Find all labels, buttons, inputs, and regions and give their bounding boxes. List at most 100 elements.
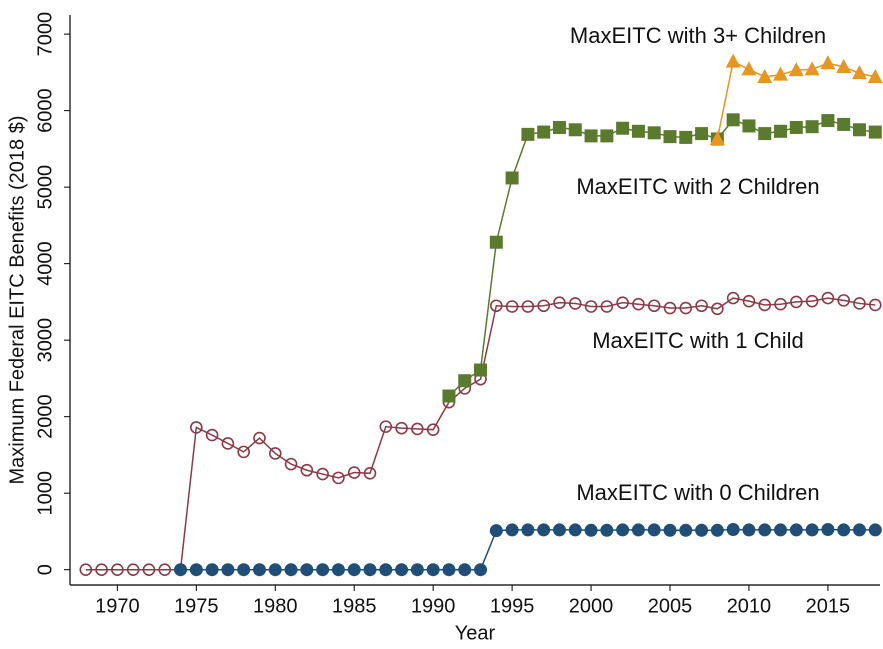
point (663, 130, 677, 144)
point (189, 563, 203, 577)
point (758, 298, 772, 312)
point (836, 59, 852, 74)
point (679, 130, 693, 144)
point (568, 523, 582, 537)
point (757, 68, 773, 83)
point (221, 563, 235, 577)
point (790, 295, 803, 309)
point (552, 523, 566, 537)
annotation: MaxEITC with 0 Children (576, 480, 819, 505)
point (631, 124, 645, 138)
point (867, 68, 883, 83)
point (851, 65, 867, 80)
point (820, 55, 836, 70)
x-tick-label: 2010 (727, 595, 772, 617)
point (411, 422, 424, 436)
point (426, 423, 440, 436)
y-axis-label: Maximum Federal EITC Benefits (2018 $) (6, 115, 28, 484)
point (347, 563, 361, 577)
point (521, 300, 535, 313)
point (789, 120, 803, 134)
y-tick-label: 7000 (34, 12, 56, 57)
point (537, 299, 550, 313)
point (395, 421, 408, 435)
point (174, 563, 188, 577)
point (537, 125, 551, 139)
point (695, 127, 709, 141)
point (552, 120, 566, 134)
point (804, 61, 820, 76)
y-tick-label: 5000 (34, 165, 56, 210)
point (95, 563, 108, 576)
point (316, 563, 330, 577)
x-tick-label: 1980 (253, 595, 298, 617)
x-tick-label: 1985 (332, 595, 377, 617)
point (332, 471, 345, 485)
point (489, 524, 503, 538)
x-tick-label: 1975 (174, 595, 219, 617)
point (268, 563, 282, 577)
annotation: MaxEITC with 3+ Children (570, 23, 826, 48)
point (584, 300, 598, 313)
annotation: MaxEITC with 2 Children (576, 174, 819, 199)
point (837, 294, 850, 307)
point (111, 563, 124, 576)
point (711, 302, 724, 316)
point (442, 563, 456, 577)
point (868, 125, 882, 139)
point (584, 129, 598, 143)
point (284, 457, 298, 471)
point (537, 523, 551, 537)
point (742, 294, 756, 308)
series-line (448, 118, 876, 397)
point (253, 431, 266, 445)
point (821, 114, 835, 128)
point (600, 523, 614, 537)
point (126, 563, 140, 576)
point (663, 523, 677, 537)
point (742, 119, 756, 133)
point (726, 113, 740, 127)
point (79, 563, 93, 576)
point (695, 299, 708, 313)
point (758, 127, 772, 141)
point (837, 523, 851, 537)
point (805, 120, 819, 134)
point (490, 299, 503, 313)
point (616, 121, 630, 135)
point (458, 563, 472, 577)
point (300, 563, 314, 577)
point (788, 62, 804, 77)
point (805, 294, 819, 308)
point (868, 298, 882, 312)
point (663, 301, 677, 315)
point (474, 363, 488, 377)
point (521, 127, 535, 141)
point (205, 563, 219, 577)
point (395, 563, 409, 577)
point (774, 297, 787, 311)
point (710, 523, 724, 537)
point (742, 523, 756, 537)
point (774, 523, 788, 537)
point (600, 300, 614, 313)
x-axis-label: Year (455, 622, 496, 644)
point (521, 523, 535, 537)
point (647, 126, 661, 140)
point (221, 437, 235, 450)
point (379, 420, 393, 433)
annotation: MaxEITC with 1 Child (592, 328, 804, 353)
point (505, 300, 519, 313)
point (347, 466, 361, 479)
point (805, 523, 819, 537)
point (679, 301, 693, 315)
point (837, 117, 851, 131)
point (363, 466, 377, 480)
point (553, 296, 566, 309)
y-tick-label: 1000 (34, 471, 56, 516)
point (853, 297, 866, 310)
point (709, 130, 725, 145)
y-tick-label: 4000 (34, 241, 56, 286)
